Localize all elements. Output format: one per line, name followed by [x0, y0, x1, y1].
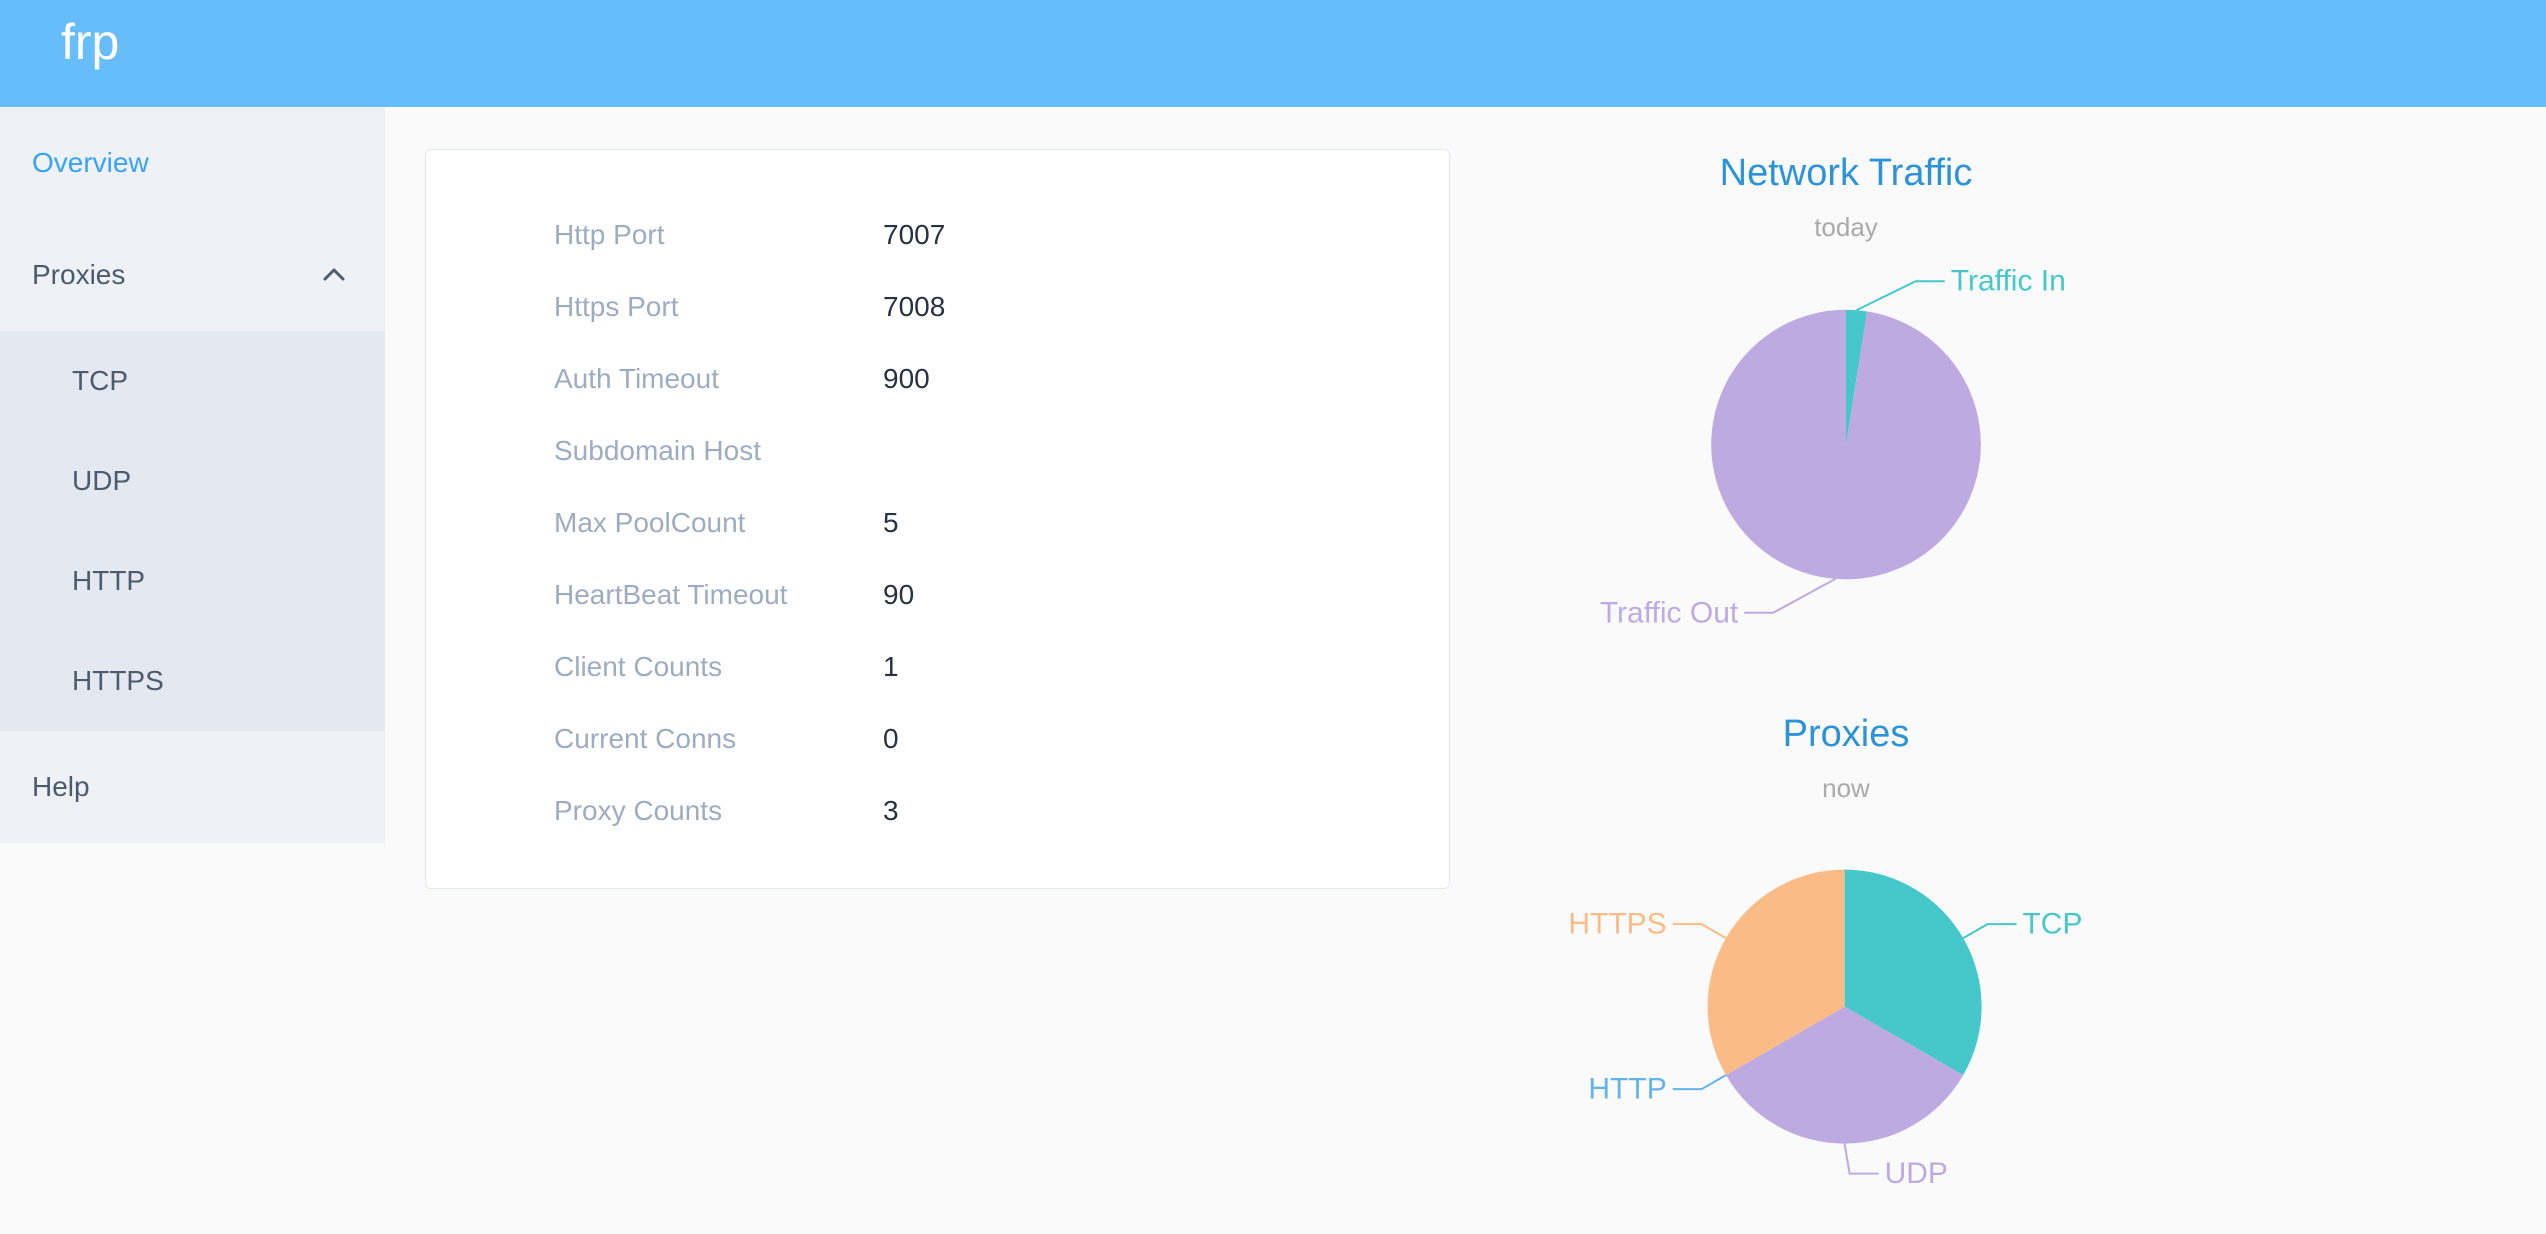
pie-slice-tcp[interactable] — [1844, 869, 1982, 1076]
pie-label-tcp: TCP — [2022, 908, 2082, 941]
info-row: Subdomain Host — [426, 415, 1449, 487]
chart-subtitle-proxies: now — [1822, 773, 1870, 803]
pie-label-line-https — [1672, 923, 1727, 939]
pie-slice-traffic-in[interactable] — [1846, 309, 1868, 445]
sidebar-item-label: Help — [32, 771, 90, 802]
sidebar-item-label: TCP — [72, 365, 128, 396]
pie-label-line-tcp — [1962, 923, 2017, 939]
app-logo: frp — [61, 14, 120, 70]
header-bar: frp — [0, 0, 2546, 107]
sidebar-item-help[interactable]: Help — [0, 731, 385, 843]
pie-label-udp: UDP — [1885, 1157, 1948, 1190]
pie-label-traffic-out: Traffic Out — [1600, 596, 1739, 629]
info-value: 0 — [883, 723, 899, 754]
sidebar-item-proxies[interactable]: Proxies — [0, 219, 385, 331]
pie-label-line-http — [1672, 1074, 1727, 1091]
sidebar-item-udp[interactable]: UDP — [0, 431, 385, 531]
sidebar-item-https[interactable]: HTTPS — [0, 631, 385, 731]
info-row: Auth Timeout 900 — [426, 343, 1449, 415]
info-row: Client Counts 1 — [426, 631, 1449, 703]
pie-chart-1: TCP UDP HTTP HTTPS — [1568, 869, 2082, 1190]
info-value: 900 — [883, 363, 930, 394]
info-row: Max PoolCount 5 — [426, 487, 1449, 559]
info-label: Proxy Counts — [554, 795, 723, 826]
info-value: 3 — [883, 795, 899, 826]
chart-title-network-traffic: Network Traffic — [1719, 152, 1973, 194]
info-value: 90 — [883, 579, 915, 610]
sidebar-submenu-proxies: TCP UDP HTTP HTTPS — [0, 331, 385, 731]
server-info-card: Http Port 7007 Https Port 7008 Auth Time… — [425, 149, 1450, 889]
info-value: 7007 — [883, 219, 946, 250]
pie-slice-udp[interactable] — [1725, 1006, 1964, 1144]
chart-subtitle-network-traffic: today — [1814, 212, 1878, 242]
pie-label-line-traffic-out — [1744, 578, 1836, 614]
sidebar-item-http[interactable]: HTTP — [0, 531, 385, 631]
pie-label-http: HTTP — [1588, 1073, 1666, 1106]
info-row: Current Conns 0 — [426, 703, 1449, 775]
pie-label-https: HTTPS — [1568, 908, 1666, 941]
info-label: HeartBeat Timeout — [554, 579, 788, 610]
info-row: HeartBeat Timeout 90 — [426, 559, 1449, 631]
pie-slice-traffic-out[interactable] — [1711, 309, 1981, 580]
pie-label-line-udp — [1843, 1143, 1879, 1175]
sidebar-item-label: HTTP — [72, 565, 146, 596]
info-label: Subdomain Host — [554, 435, 762, 466]
info-value: 7008 — [883, 291, 946, 322]
info-label: Current Conns — [554, 723, 737, 754]
sidebar-item-label: Overview — [32, 147, 149, 178]
pie-label-traffic-in: Traffic In — [1951, 265, 2066, 298]
info-label: Client Counts — [554, 651, 723, 682]
info-row: Https Port 7008 — [426, 271, 1449, 343]
sidebar-item-tcp[interactable]: TCP — [0, 331, 385, 431]
info-value: 1 — [883, 651, 899, 682]
pie-label-line-traffic-in — [1856, 280, 1945, 312]
sidebar-item-overview[interactable]: Overview — [0, 107, 385, 219]
sidebar-item-label: Proxies — [32, 259, 126, 290]
info-value: 5 — [883, 507, 899, 538]
pie-chart-0: Traffic In Traffic Out — [1600, 265, 2066, 630]
info-label: Https Port — [554, 291, 679, 322]
chart-title-proxies: Proxies — [1782, 713, 1910, 755]
info-row: Proxy Counts 3 — [426, 775, 1449, 847]
chevron-up-icon — [323, 268, 345, 281]
info-row: Http Port 7007 — [426, 199, 1449, 271]
info-label: Max PoolCount — [554, 507, 746, 538]
info-label: Http Port — [554, 219, 665, 250]
pie-slice-https[interactable] — [1707, 869, 1845, 1076]
sidebar-item-label: UDP — [72, 465, 132, 496]
info-label: Auth Timeout — [554, 363, 719, 394]
sidebar-menu: Overview Proxies TCP UDP HTTP HTTPS Help — [0, 107, 385, 843]
sidebar-item-label: HTTPS — [72, 665, 164, 696]
